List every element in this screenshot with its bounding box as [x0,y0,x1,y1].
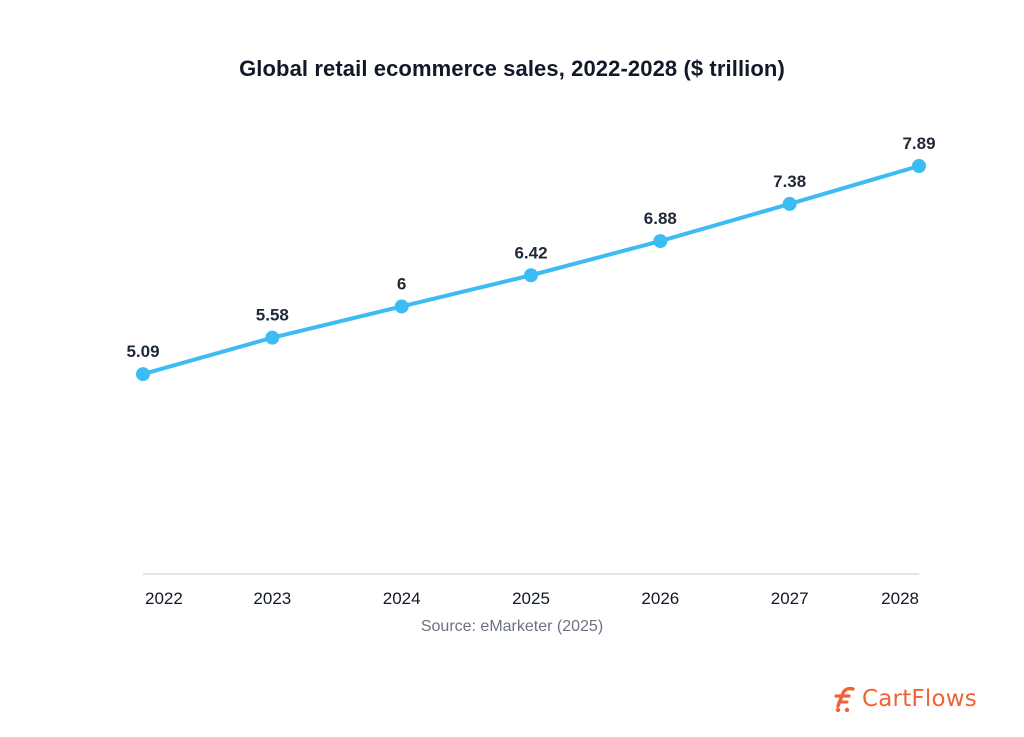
x-tick-label: 2025 [512,589,550,608]
data-label: 7.89 [902,134,935,153]
data-label: 6 [397,274,406,293]
brand-logo: CartFlows [832,683,977,715]
data-label: 7.38 [773,172,806,191]
cartflows-logo-icon [834,686,855,713]
data-labels-group: 5.09 5.58 6 6.42 6.88 7.38 7.89 [126,134,935,361]
data-points-group [136,159,926,382]
data-label: 6.88 [644,209,677,228]
data-point [524,268,538,283]
data-point [394,299,409,314]
data-point [653,234,668,249]
x-tick-label: 2028 [881,589,919,608]
chart-title: Global retail ecommerce sales, 2022-2028… [239,56,785,81]
data-label: 5.09 [126,342,159,361]
x-tick-label: 2023 [253,589,291,608]
x-tick-labels-group: 2022 2023 2024 2025 2026 2027 2028 [145,589,919,608]
data-point [782,196,797,211]
source-note: Source: eMarketer (2025) [420,618,604,635]
x-tick-label: 2024 [383,589,421,608]
data-point [136,367,150,382]
x-tick-label: 2027 [771,589,809,608]
x-tick-label: 2022 [145,589,183,608]
data-label: 5.58 [256,306,289,325]
brand-name: CartFlows [862,686,977,712]
data-point [912,159,926,174]
data-label: 6.42 [514,243,547,262]
data-point [265,330,280,345]
x-tick-label: 2026 [641,589,679,608]
